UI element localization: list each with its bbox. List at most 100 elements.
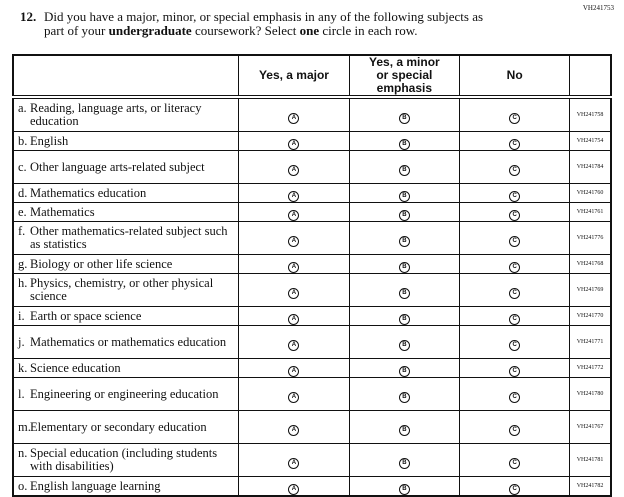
radio-no[interactable]: C bbox=[509, 236, 521, 247]
cell-no: C bbox=[459, 131, 571, 151]
radio-major[interactable]: A bbox=[288, 165, 300, 176]
cell-minor: B bbox=[348, 131, 461, 151]
table-row: k. Science education A B C VH241772 bbox=[12, 358, 612, 378]
cell-major: A bbox=[238, 254, 350, 274]
table-row: n. Special education (including students … bbox=[12, 443, 612, 477]
radio-no[interactable]: C bbox=[509, 113, 521, 124]
cell-major: A bbox=[238, 131, 350, 151]
row-label: a. Reading, language arts, or literacy ed… bbox=[12, 96, 240, 132]
radio-no[interactable]: C bbox=[509, 210, 521, 221]
cell-major: A bbox=[238, 410, 350, 444]
table-row: c. Other language arts-related subject A B C… bbox=[12, 150, 612, 184]
radio-major[interactable]: A bbox=[288, 236, 300, 247]
cell-no: C bbox=[459, 358, 571, 378]
row-label: f. Other mathematics-related subject such… bbox=[12, 221, 240, 255]
radio-no[interactable]: C bbox=[509, 458, 521, 469]
radio-no[interactable]: C bbox=[509, 366, 521, 377]
radio-minor[interactable]: B bbox=[398, 165, 410, 176]
row-label: j. Mathematics or mathematics education bbox=[12, 325, 240, 359]
row-label: b. English bbox=[12, 131, 240, 151]
radio-no[interactable]: C bbox=[509, 262, 521, 273]
cell-no: C bbox=[459, 202, 571, 222]
cell-no: C bbox=[459, 306, 571, 326]
radio-minor[interactable]: B bbox=[398, 366, 410, 377]
radio-major[interactable]: A bbox=[288, 314, 300, 325]
row-code: VH241780 bbox=[569, 377, 612, 411]
radio-no[interactable]: C bbox=[509, 165, 521, 176]
header-blank bbox=[12, 54, 240, 99]
radio-no[interactable]: C bbox=[509, 139, 521, 150]
cell-no: C bbox=[459, 221, 571, 255]
radio-no[interactable]: C bbox=[509, 392, 521, 403]
cell-no: C bbox=[459, 325, 571, 359]
document-id: VH241753 bbox=[582, 4, 614, 12]
radio-major[interactable]: A bbox=[288, 340, 300, 351]
radio-minor[interactable]: B bbox=[398, 458, 410, 469]
radio-major[interactable]: A bbox=[288, 210, 300, 221]
cell-minor: B bbox=[348, 202, 461, 222]
radio-minor[interactable]: B bbox=[398, 314, 410, 325]
radio-major[interactable]: A bbox=[288, 113, 300, 124]
radio-no[interactable]: C bbox=[509, 484, 521, 495]
row-code: VH241781 bbox=[569, 443, 612, 477]
question-text: 12. Did you have a major, minor, or speci… bbox=[20, 10, 483, 38]
row-label: i. Earth or space science bbox=[12, 306, 240, 326]
cell-major: A bbox=[238, 476, 350, 497]
cell-major: A bbox=[238, 221, 350, 255]
radio-no[interactable]: C bbox=[509, 288, 521, 299]
table-row: h. Physics, chemistry, or other physical … bbox=[12, 273, 612, 307]
radio-minor[interactable]: B bbox=[398, 340, 410, 351]
radio-no[interactable]: C bbox=[509, 191, 521, 202]
radio-major[interactable]: A bbox=[288, 458, 300, 469]
radio-major[interactable]: A bbox=[288, 288, 300, 299]
cell-no: C bbox=[459, 476, 571, 497]
row-code: VH241767 bbox=[569, 410, 612, 444]
row-label: c. Other language arts-related subject bbox=[12, 150, 240, 184]
radio-no[interactable]: C bbox=[509, 425, 521, 436]
table-row: d. Mathematics education A B C VH241760 bbox=[12, 183, 612, 203]
radio-major[interactable]: A bbox=[288, 392, 300, 403]
radio-no[interactable]: C bbox=[509, 340, 521, 351]
radio-major[interactable]: A bbox=[288, 366, 300, 377]
cell-major: A bbox=[238, 183, 350, 203]
table-row: a. Reading, language arts, or literacy ed… bbox=[12, 96, 612, 132]
radio-major[interactable]: A bbox=[288, 262, 300, 273]
question-line2: part of your undergraduate coursework? S… bbox=[44, 23, 418, 38]
radio-minor[interactable]: B bbox=[398, 262, 410, 273]
row-code: VH241761 bbox=[569, 202, 612, 222]
radio-no[interactable]: C bbox=[509, 314, 521, 325]
row-label: n. Special education (including students … bbox=[12, 443, 240, 477]
table-row: f. Other mathematics-related subject such… bbox=[12, 221, 612, 255]
cell-minor: B bbox=[348, 221, 461, 255]
radio-minor[interactable]: B bbox=[398, 288, 410, 299]
radio-minor[interactable]: B bbox=[398, 425, 410, 436]
radio-minor[interactable]: B bbox=[398, 113, 410, 124]
cell-minor: B bbox=[348, 273, 461, 307]
table-row: e. Mathematics A B C VH241761 bbox=[12, 202, 612, 222]
row-code: VH241772 bbox=[569, 358, 612, 378]
radio-minor[interactable]: B bbox=[398, 191, 410, 202]
radio-major[interactable]: A bbox=[288, 191, 300, 202]
header-minor: Yes, a minor or special emphasis bbox=[348, 54, 461, 99]
radio-major[interactable]: A bbox=[288, 139, 300, 150]
cell-minor: B bbox=[348, 410, 461, 444]
cell-minor: B bbox=[348, 377, 461, 411]
radio-minor[interactable]: B bbox=[398, 210, 410, 221]
cell-no: C bbox=[459, 183, 571, 203]
radio-minor[interactable]: B bbox=[398, 484, 410, 495]
cell-major: A bbox=[238, 377, 350, 411]
row-code: VH241771 bbox=[569, 325, 612, 359]
table-row: m. Elementary or secondary education A B C VH… bbox=[12, 410, 612, 444]
radio-minor[interactable]: B bbox=[398, 392, 410, 403]
radio-minor[interactable]: B bbox=[398, 236, 410, 247]
cell-minor: B bbox=[348, 443, 461, 477]
row-code: VH241760 bbox=[569, 183, 612, 203]
radio-minor[interactable]: B bbox=[398, 139, 410, 150]
cell-minor: B bbox=[348, 183, 461, 203]
response-grid: Yes, a major Yes, a minor or special emp… bbox=[12, 54, 612, 497]
table-row: o. English language learning A B C VH241782 bbox=[12, 476, 612, 497]
header-major: Yes, a major bbox=[238, 54, 350, 99]
radio-major[interactable]: A bbox=[288, 484, 300, 495]
cell-no: C bbox=[459, 273, 571, 307]
radio-major[interactable]: A bbox=[288, 425, 300, 436]
